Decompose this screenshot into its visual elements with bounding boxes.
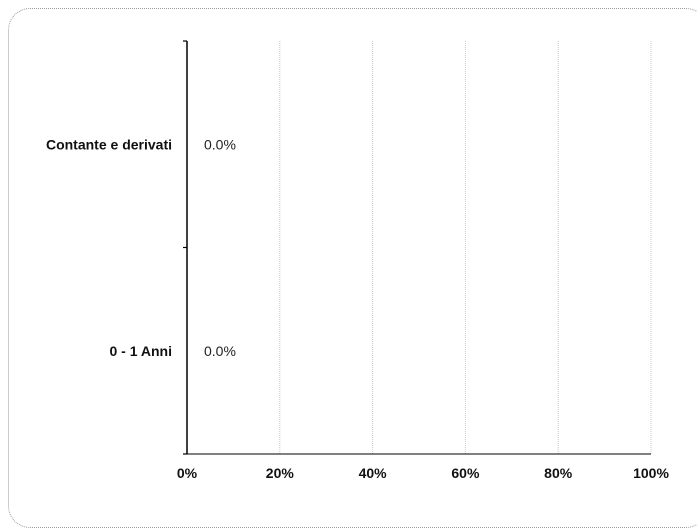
labels: 0% 20% 40% 60% 80% 100% Contante e derivati 0.0… [46, 136, 669, 481]
category-label-1: 0 - 1 Anni [110, 343, 173, 359]
x-tick-label-60: 60% [451, 465, 480, 481]
grid-lines [279, 41, 652, 454]
bar-chart: 0% 20% 40% 60% 80% 100% Contante e derivati 0.0… [46, 40, 669, 481]
category-label-0: Contante e derivati [46, 136, 172, 152]
x-tick-label-20: 20% [266, 465, 295, 481]
axes [183, 40, 651, 455]
x-tick-label-100: 100% [633, 465, 669, 481]
data-label-1: 0.0% [204, 343, 236, 359]
x-tick-label-0: 0% [177, 465, 198, 481]
x-tick-label-80: 80% [544, 465, 573, 481]
data-label-0: 0.0% [204, 136, 236, 152]
x-tick-label-40: 40% [359, 465, 388, 481]
